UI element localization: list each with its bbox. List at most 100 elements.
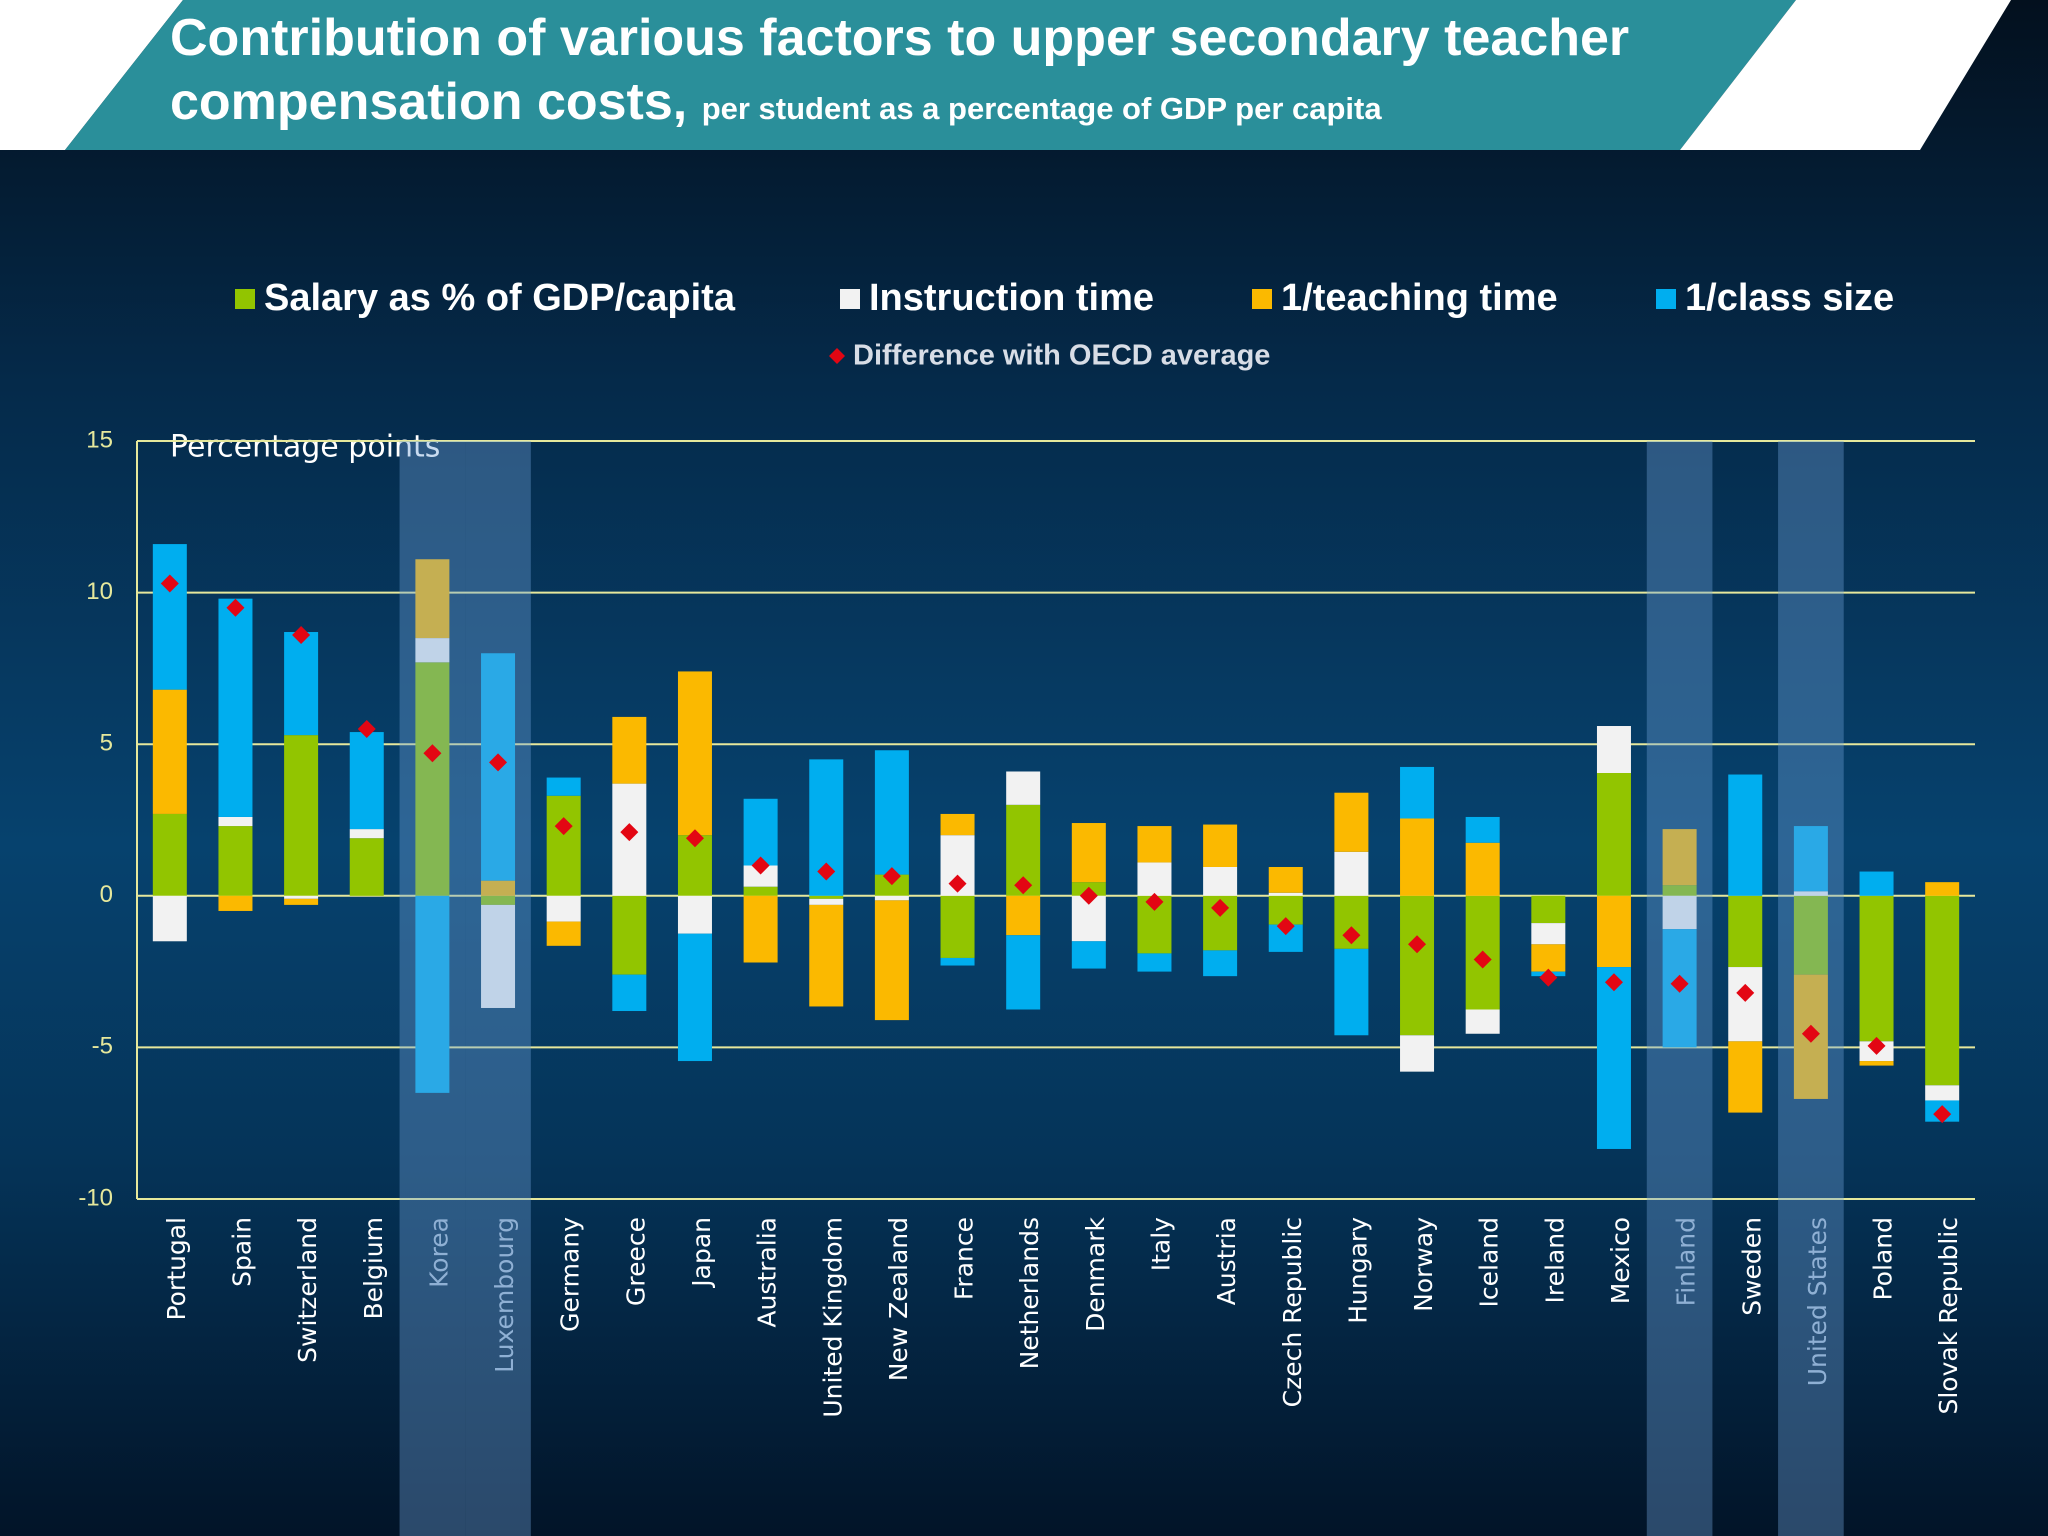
bar-segment	[1137, 826, 1172, 863]
bar-segment	[1859, 1061, 1894, 1066]
difference-marker	[1276, 917, 1295, 936]
difference-marker	[1145, 892, 1164, 911]
legend-swatch	[235, 289, 255, 309]
legend-label: Difference with OECD average	[853, 340, 1270, 372]
difference-marker	[226, 598, 245, 617]
bar-segment	[1531, 944, 1566, 972]
bar-segment	[1334, 851, 1369, 896]
bar-segment	[546, 895, 581, 922]
x-tick-label: United Kingdom	[818, 1217, 847, 1418]
bar-segment	[1728, 774, 1763, 896]
bar-segment	[415, 662, 450, 896]
x-tick-label: Spain	[227, 1217, 256, 1287]
difference-marker	[1801, 1024, 1820, 1043]
bar-segment	[874, 900, 909, 1021]
bar-segment	[1071, 941, 1106, 969]
legend-label: Instruction time	[869, 277, 1154, 319]
bar-segment	[1334, 948, 1369, 1036]
bar-segment	[1793, 891, 1828, 896]
bar-segment	[481, 880, 516, 896]
bar-segment	[1465, 816, 1500, 843]
difference-marker	[751, 856, 770, 875]
bar-segment	[1662, 885, 1697, 896]
difference-marker	[554, 817, 573, 836]
bar-segment	[809, 895, 844, 899]
bar-segment	[1925, 895, 1960, 1086]
bar-segment	[743, 865, 778, 887]
difference-marker	[489, 753, 508, 772]
bar-segment	[1268, 866, 1303, 893]
bar-segment	[743, 895, 778, 963]
difference-marker	[882, 867, 901, 886]
x-tick-label: Ireland	[1540, 1217, 1569, 1303]
bar-segment	[415, 895, 450, 1093]
x-tick-label: Korea	[424, 1217, 453, 1288]
highlight-column	[1778, 441, 1844, 1536]
bar-segment	[809, 898, 844, 905]
x-tick-label: Poland	[1869, 1217, 1898, 1300]
bar-segment	[546, 795, 581, 896]
bar-segment	[481, 895, 516, 905]
bar-segment	[152, 895, 187, 942]
bar-segment	[677, 895, 712, 934]
bar-segment	[284, 632, 319, 736]
difference-marker	[948, 874, 967, 893]
bar-segment	[743, 886, 778, 896]
highlight-column	[399, 441, 466, 1536]
bar-segment	[284, 898, 319, 905]
x-tick-label: Norway	[1409, 1217, 1438, 1312]
bar-segment	[546, 777, 581, 796]
bar-segment	[1531, 895, 1566, 924]
x-tick-label: Denmark	[1081, 1216, 1110, 1331]
x-tick-label: Greece	[621, 1217, 650, 1306]
x-tick-label: Belgium	[359, 1217, 388, 1320]
bar-segment	[1596, 726, 1631, 774]
difference-marker	[1079, 886, 1098, 905]
y-tick-label: 5	[100, 730, 113, 757]
x-tick-label: United States	[1803, 1217, 1832, 1386]
difference-marker	[1604, 973, 1623, 992]
difference-marker	[1736, 983, 1755, 1002]
y-tick-label: 15	[86, 426, 113, 453]
bar-segment	[1203, 824, 1238, 867]
bar-segment	[1334, 792, 1369, 852]
bar-segment	[1728, 1041, 1763, 1113]
header-corner	[0, 0, 183, 150]
bar-segment	[1531, 923, 1566, 945]
bar-segment	[1793, 826, 1828, 892]
difference-marker	[620, 823, 639, 842]
bar-segment	[1400, 766, 1435, 819]
bar-segment	[349, 838, 384, 896]
legend-label: 1/class size	[1685, 277, 1894, 319]
bar-segment	[415, 638, 450, 663]
bar-segment	[1859, 895, 1894, 1042]
bar-segment	[218, 826, 253, 896]
legend-label: 1/teaching time	[1281, 277, 1558, 319]
header: Contribution of various factors to upper…	[170, 6, 1870, 141]
x-tick-label: Australia	[753, 1217, 782, 1328]
y-axis-label: Percentage points	[170, 430, 440, 465]
x-tick-label: Netherlands	[1015, 1217, 1044, 1369]
bar-segment	[1728, 895, 1763, 968]
bar-segment	[1006, 935, 1041, 1010]
bar-segment	[677, 933, 712, 1062]
bar-segment	[1925, 882, 1960, 896]
difference-marker	[1539, 968, 1558, 987]
bar-segment	[284, 895, 319, 899]
difference-marker	[1473, 950, 1492, 969]
bar-segment	[1400, 895, 1435, 1036]
difference-marker	[423, 744, 442, 763]
difference-marker	[1670, 974, 1689, 993]
difference-marker	[817, 862, 836, 881]
difference-marker	[1867, 1036, 1886, 1055]
bar-segment	[940, 957, 975, 966]
bar-segment	[1925, 1085, 1960, 1101]
bar-segment	[218, 598, 253, 817]
difference-marker	[160, 574, 179, 593]
bar-segment	[1137, 862, 1172, 896]
difference-marker	[685, 829, 704, 848]
header-band	[65, 0, 1796, 150]
bar-segment	[874, 750, 909, 875]
bar-segment	[874, 874, 909, 896]
